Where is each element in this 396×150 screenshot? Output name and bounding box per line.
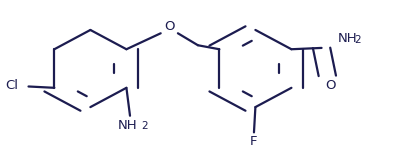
Text: Cl: Cl (5, 79, 18, 92)
Text: 2: 2 (354, 35, 361, 45)
Text: NH: NH (117, 118, 137, 132)
Text: 2: 2 (141, 121, 147, 131)
Text: O: O (164, 20, 175, 33)
Text: O: O (325, 79, 335, 92)
Text: F: F (250, 135, 258, 148)
Text: NH: NH (337, 32, 357, 45)
